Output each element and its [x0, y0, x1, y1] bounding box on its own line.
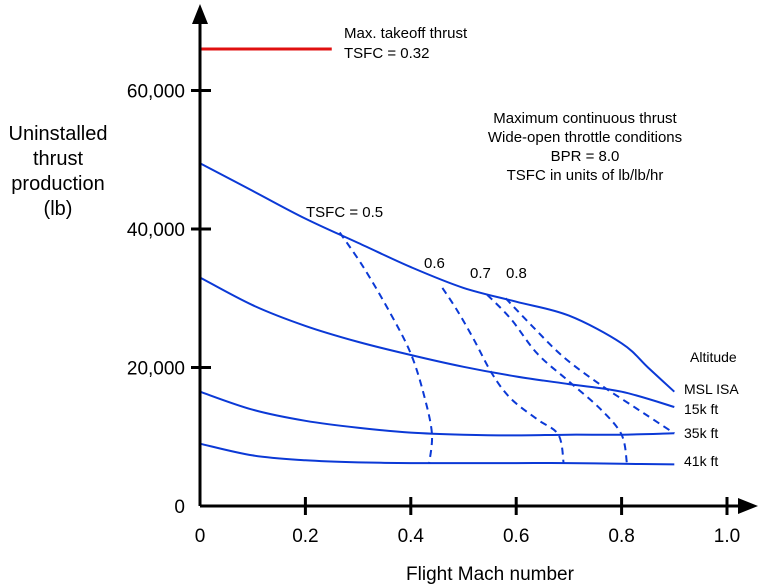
altitude-header: Altitude — [690, 349, 737, 365]
x-axis-arrow — [738, 498, 758, 514]
y-axis-arrow — [192, 4, 208, 24]
y-tick-label-0: 0 — [174, 497, 185, 518]
y-axis-title-line: thrust — [33, 148, 83, 170]
y-axis-title-line: (lb) — [44, 198, 73, 220]
tsfc-contour-tsfc-0-5 — [338, 231, 434, 464]
tsfc-contour-0-6 — [441, 287, 565, 464]
y-axis-title-line: production — [11, 173, 104, 195]
x-tick-label-0-4: 0.4 — [398, 526, 425, 547]
series-label-41k-ft: 41k ft — [684, 453, 718, 469]
tick-labels-layer: 0 0.2 0.4 0.6 0.8 1.0 0 20,000 40,000 60,000 — [127, 82, 740, 548]
series-label-35k-ft: 35k ft — [684, 425, 718, 441]
y-tick-label-40-000: 40,000 — [127, 220, 185, 241]
conditions-note-1: Maximum continuous thrust — [493, 110, 677, 127]
x-tick-label-0-8: 0.8 — [608, 526, 634, 547]
series-41k-ft — [199, 442, 675, 466]
series-35k-ft — [199, 390, 675, 437]
takeoff-label-1: Max. takeoff thrust — [344, 25, 468, 42]
tsfc-label-0-6: 0.6 — [424, 255, 445, 272]
curves-layer — [199, 47, 675, 466]
series-label-15k-ft: 15k ft — [684, 401, 718, 417]
series-label-msl-isa: MSL ISA — [684, 381, 739, 397]
tsfc-label-tsfc-0-5: TSFC = 0.5 — [306, 204, 383, 221]
tsfc-label-0-7: 0.7 — [470, 265, 491, 282]
y-axis-title-line: Uninstalled — [9, 123, 108, 145]
conditions-note-2: Wide-open throttle conditions — [488, 129, 682, 146]
x-tick-label-0-2: 0.2 — [292, 526, 318, 547]
labels-layer: Flight Mach number Uninstalled thrust produ… — [9, 25, 740, 584]
y-axis-title: Uninstalled thrust production (lb) — [9, 123, 108, 220]
series-15k-ft — [199, 276, 675, 408]
y-tick-label-20-000: 20,000 — [127, 359, 185, 380]
x-tick-label-1-0: 1.0 — [714, 526, 740, 547]
tsfc-contour-0-7 — [486, 294, 628, 464]
tsfc-label-0-8: 0.8 — [506, 265, 527, 282]
series-msl-isa — [199, 162, 675, 393]
conditions-note-4: TSFC in units of lb/lb/hr — [507, 167, 664, 184]
x-tick-label-0: 0 — [195, 526, 206, 547]
x-tick-label-0-6: 0.6 — [503, 526, 529, 547]
tsfc-contour-0-8 — [504, 297, 675, 435]
axes-layer — [191, 4, 758, 515]
conditions-note-3: BPR = 8.0 — [551, 148, 620, 165]
takeoff-label-2: TSFC = 0.32 — [344, 45, 429, 62]
x-axis-title: Flight Mach number — [406, 564, 575, 584]
y-tick-label-60-000: 60,000 — [127, 82, 185, 103]
